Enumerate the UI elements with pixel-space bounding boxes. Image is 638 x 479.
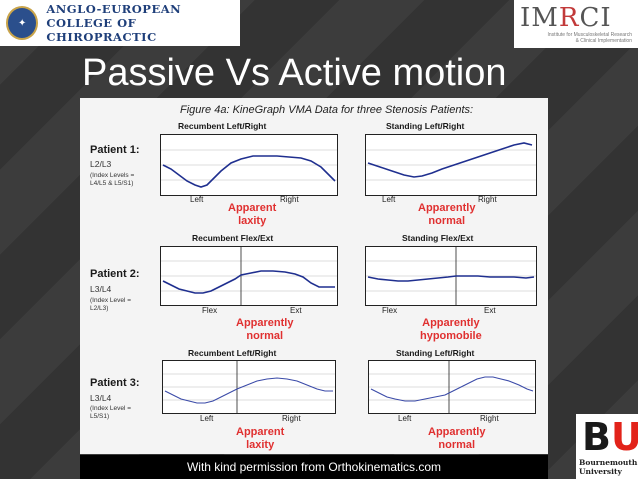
p1-left-axis-right: Right (280, 195, 299, 204)
imrci-r-accent: R (558, 3, 580, 33)
p3-left-trace-svg (163, 361, 335, 413)
p1-right-axis-right: Right (478, 195, 497, 204)
patient-3-level: L3/L4 (90, 393, 112, 403)
p1-left-axis-left: Left (190, 195, 204, 204)
p2-right-chart (365, 246, 537, 306)
aecc-line-2: COLLEGE OF CHIROPRACTIC (46, 16, 157, 44)
p2-left-trace-svg (161, 247, 337, 305)
p2-left-verdict: Apparently normal (236, 317, 293, 343)
bournemouth-university-logo: BU Bournemouth University (576, 414, 638, 479)
p1-right-verdict: Apparently normal (418, 202, 475, 228)
patient-2-label: Patient 2: (90, 268, 140, 280)
p1-right-chart (365, 134, 537, 196)
p1-right-verdict-line-1: Apparently (418, 202, 476, 214)
bu-logo-b: B (582, 415, 611, 459)
bu-logo-mark: BU (582, 418, 638, 456)
p1-left-chart (160, 134, 338, 196)
patient-3-label: Patient 3: (90, 377, 140, 389)
imrci-subtitle-1: Institute for Musculoskeletal Research (547, 32, 632, 38)
patient-3-index-1: (Index Level = (90, 405, 132, 412)
p2-left-verdict-line-1: Apparently (236, 317, 294, 329)
imrci-wordmark: IMRCI (520, 3, 612, 33)
p1-right-axis-left: Left (382, 195, 396, 204)
p1-left-verdict-line-2: laxity (238, 215, 267, 227)
bu-logo-text: Bournemouth University (579, 458, 637, 476)
p3-right-chart (368, 360, 536, 414)
p2-right-verdict-line-2: hypomobile (420, 330, 482, 342)
p3-right-verdict: Apparently normal (428, 426, 485, 452)
p1-right-trace-svg (366, 142, 536, 181)
p1-left-verdict: Apparent laxity (228, 202, 276, 228)
aecc-line-1: ANGLO-EUROPEAN (46, 2, 182, 16)
p1-left-trace-svg (161, 149, 337, 188)
p3-left-verdict-line-2: laxity (246, 439, 275, 451)
bu-logo-line-2: University (579, 467, 622, 476)
p2-left-axis-left: Flex (202, 306, 218, 315)
patient-2-index-2: L2/L3) (90, 305, 109, 312)
patient-1-index-1: (Index Levels = (90, 172, 135, 179)
p2-right-axis-right: Ext (484, 306, 496, 315)
patient-1-index-2: L4/L5 & L5/S1) (90, 180, 134, 187)
p3-right-trace-svg (369, 361, 535, 413)
p3-left-axis-left: Left (200, 414, 214, 423)
p3-right-verdict-line-1: Apparently (428, 426, 486, 438)
p2-right-panel-title: Standing Flex/Ext (402, 233, 474, 243)
p2-right-verdict: Apparently hypomobile (420, 317, 482, 343)
p2-right-trace-svg (366, 247, 536, 305)
aecc-seal-icon: ✦ (6, 6, 39, 40)
p3-right-verdict-line-2: normal (438, 439, 476, 451)
imrci-subtitle-2: & Clinical Implementation (575, 38, 632, 44)
p2-right-verdict-line-1: Apparently (422, 317, 480, 329)
patient-1-label: Patient 1: (90, 144, 140, 156)
patient-2-index-1: (Index Level = (90, 297, 132, 304)
patient-3-index-2: L5/S1) (90, 413, 110, 420)
p2-right-axis-left: Flex (382, 306, 398, 315)
bu-logo-u: U (610, 415, 638, 459)
p3-right-panel-title: Standing Left/Right (396, 348, 475, 358)
aecc-logo: ✦ ANGLO-EUROPEAN COLLEGE OF CHIROPRACTIC (0, 0, 240, 46)
bu-logo-line-1: Bournemouth (579, 458, 638, 467)
p2-left-chart (160, 246, 338, 306)
p3-left-verdict-line-1: Apparent (236, 426, 285, 438)
p3-left-panel-title: Recumbent Left/Right (188, 348, 277, 358)
imrci-logo: IMRCI Institute for Musculoskeletal Rese… (514, 0, 638, 48)
kinegraph-figure: Figure 4a: KineGraph VMA Data for three … (80, 98, 548, 454)
permission-footer: With kind permission from Orthokinematic… (80, 455, 548, 479)
p2-left-axis-right: Ext (290, 306, 302, 315)
patient-1-level: L2/L3 (90, 159, 112, 169)
p1-left-verdict-line-1: Apparent (228, 202, 277, 214)
p2-left-verdict-line-2: normal (246, 330, 284, 342)
p3-left-axis-right: Right (282, 414, 301, 423)
slide-title: Passive Vs Active motion (82, 52, 507, 94)
figure-title: Figure 4a: KineGraph VMA Data for three … (180, 104, 474, 116)
p3-right-axis-left: Left (398, 414, 412, 423)
p1-right-verdict-line-2: normal (428, 215, 466, 227)
p3-right-axis-right: Right (480, 414, 499, 423)
p3-left-chart (162, 360, 336, 414)
p3-left-verdict: Apparent laxity (236, 426, 284, 452)
aecc-logo-text: ANGLO-EUROPEAN COLLEGE OF CHIROPRACTIC (46, 2, 240, 44)
p1-right-panel-title: Standing Left/Right (386, 121, 465, 131)
p2-left-panel-title: Recumbent Flex/Ext (192, 233, 274, 243)
patient-2-level: L3/L4 (90, 284, 112, 294)
p1-left-panel-title: Recumbent Left/Right (178, 121, 267, 131)
